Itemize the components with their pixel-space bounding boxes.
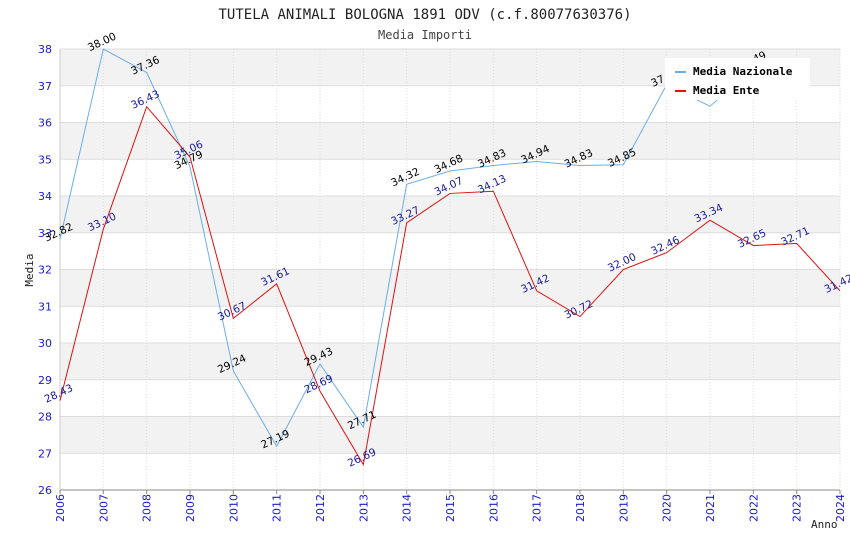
legend-label-media-ente: Media Ente bbox=[693, 84, 760, 97]
series-line-media-ente bbox=[59, 105, 841, 467]
legend-label-media-nazionale: Media Nazionale bbox=[693, 65, 793, 78]
x-tick-label: 2018 bbox=[574, 494, 587, 522]
y-tick-label: 35 bbox=[38, 153, 52, 166]
data-label: 36.43 bbox=[129, 88, 161, 112]
y-tick-label: 33 bbox=[38, 227, 52, 240]
y-tick-label: 38 bbox=[38, 43, 52, 56]
y-tick-label: 34 bbox=[38, 190, 52, 203]
series-line-media-nazionale bbox=[59, 48, 754, 448]
grid-band bbox=[60, 122, 840, 160]
x-tick-label: 2008 bbox=[141, 494, 154, 522]
legend-box bbox=[665, 58, 810, 100]
x-axis-label: Anno bbox=[811, 518, 838, 531]
data-label: 32.82 bbox=[43, 221, 75, 245]
grid-band bbox=[60, 269, 840, 307]
y-tick-label: 31 bbox=[38, 300, 52, 313]
y-tick-label: 27 bbox=[38, 447, 52, 460]
data-label: 34.13 bbox=[476, 173, 508, 197]
chart-title: TUTELA ANIMALI BOLOGNA 1891 ODV (c.f.800… bbox=[218, 7, 631, 23]
data-label: 34.32 bbox=[389, 166, 421, 190]
x-tick-label: 2017 bbox=[531, 494, 544, 522]
x-tick-label: 2013 bbox=[357, 494, 370, 522]
axes: 26 27 28 29 30 31 32 33 34 35 36 37 38 2006 2007 2008 20… bbox=[38, 43, 847, 522]
y-tick-label: 30 bbox=[38, 337, 52, 350]
x-tick-label: 2014 bbox=[401, 494, 414, 522]
x-tick-label: 2010 bbox=[227, 494, 240, 522]
x-tick-label: 2009 bbox=[184, 494, 197, 522]
x-tick-label: 2021 bbox=[704, 494, 717, 522]
y-tick-label: 32 bbox=[38, 264, 52, 277]
x-tick-label: 2023 bbox=[791, 494, 804, 522]
x-tick-label: 2019 bbox=[617, 494, 630, 522]
data-label: 34.07 bbox=[433, 175, 465, 199]
x-tick-label: 2011 bbox=[271, 494, 284, 522]
data-label: 32.46 bbox=[649, 234, 682, 258]
y-tick-label: 36 bbox=[38, 117, 52, 130]
y-axis-label: Media bbox=[23, 253, 36, 286]
x-tick-label: 2024 bbox=[834, 494, 847, 522]
legend: Media Nazionale Media Ente bbox=[665, 58, 810, 100]
x-tick-label: 2006 bbox=[54, 494, 67, 522]
series-layer bbox=[59, 48, 841, 467]
y-tick-label: 37 bbox=[38, 80, 52, 93]
y-tick-label: 28 bbox=[38, 411, 52, 424]
x-tick-label: 2007 bbox=[97, 494, 110, 522]
x-tick-label: 2022 bbox=[747, 494, 760, 522]
y-tick-label: 26 bbox=[38, 484, 52, 497]
grid-band bbox=[60, 416, 840, 454]
x-tick-label: 2016 bbox=[487, 494, 500, 522]
x-tick-label: 2012 bbox=[314, 494, 327, 522]
chart-subtitle: Media Importi bbox=[378, 28, 472, 42]
y-tick-label: 29 bbox=[38, 374, 52, 387]
x-tick-label: 2015 bbox=[444, 494, 457, 522]
x-tick-label: 2020 bbox=[661, 494, 674, 522]
